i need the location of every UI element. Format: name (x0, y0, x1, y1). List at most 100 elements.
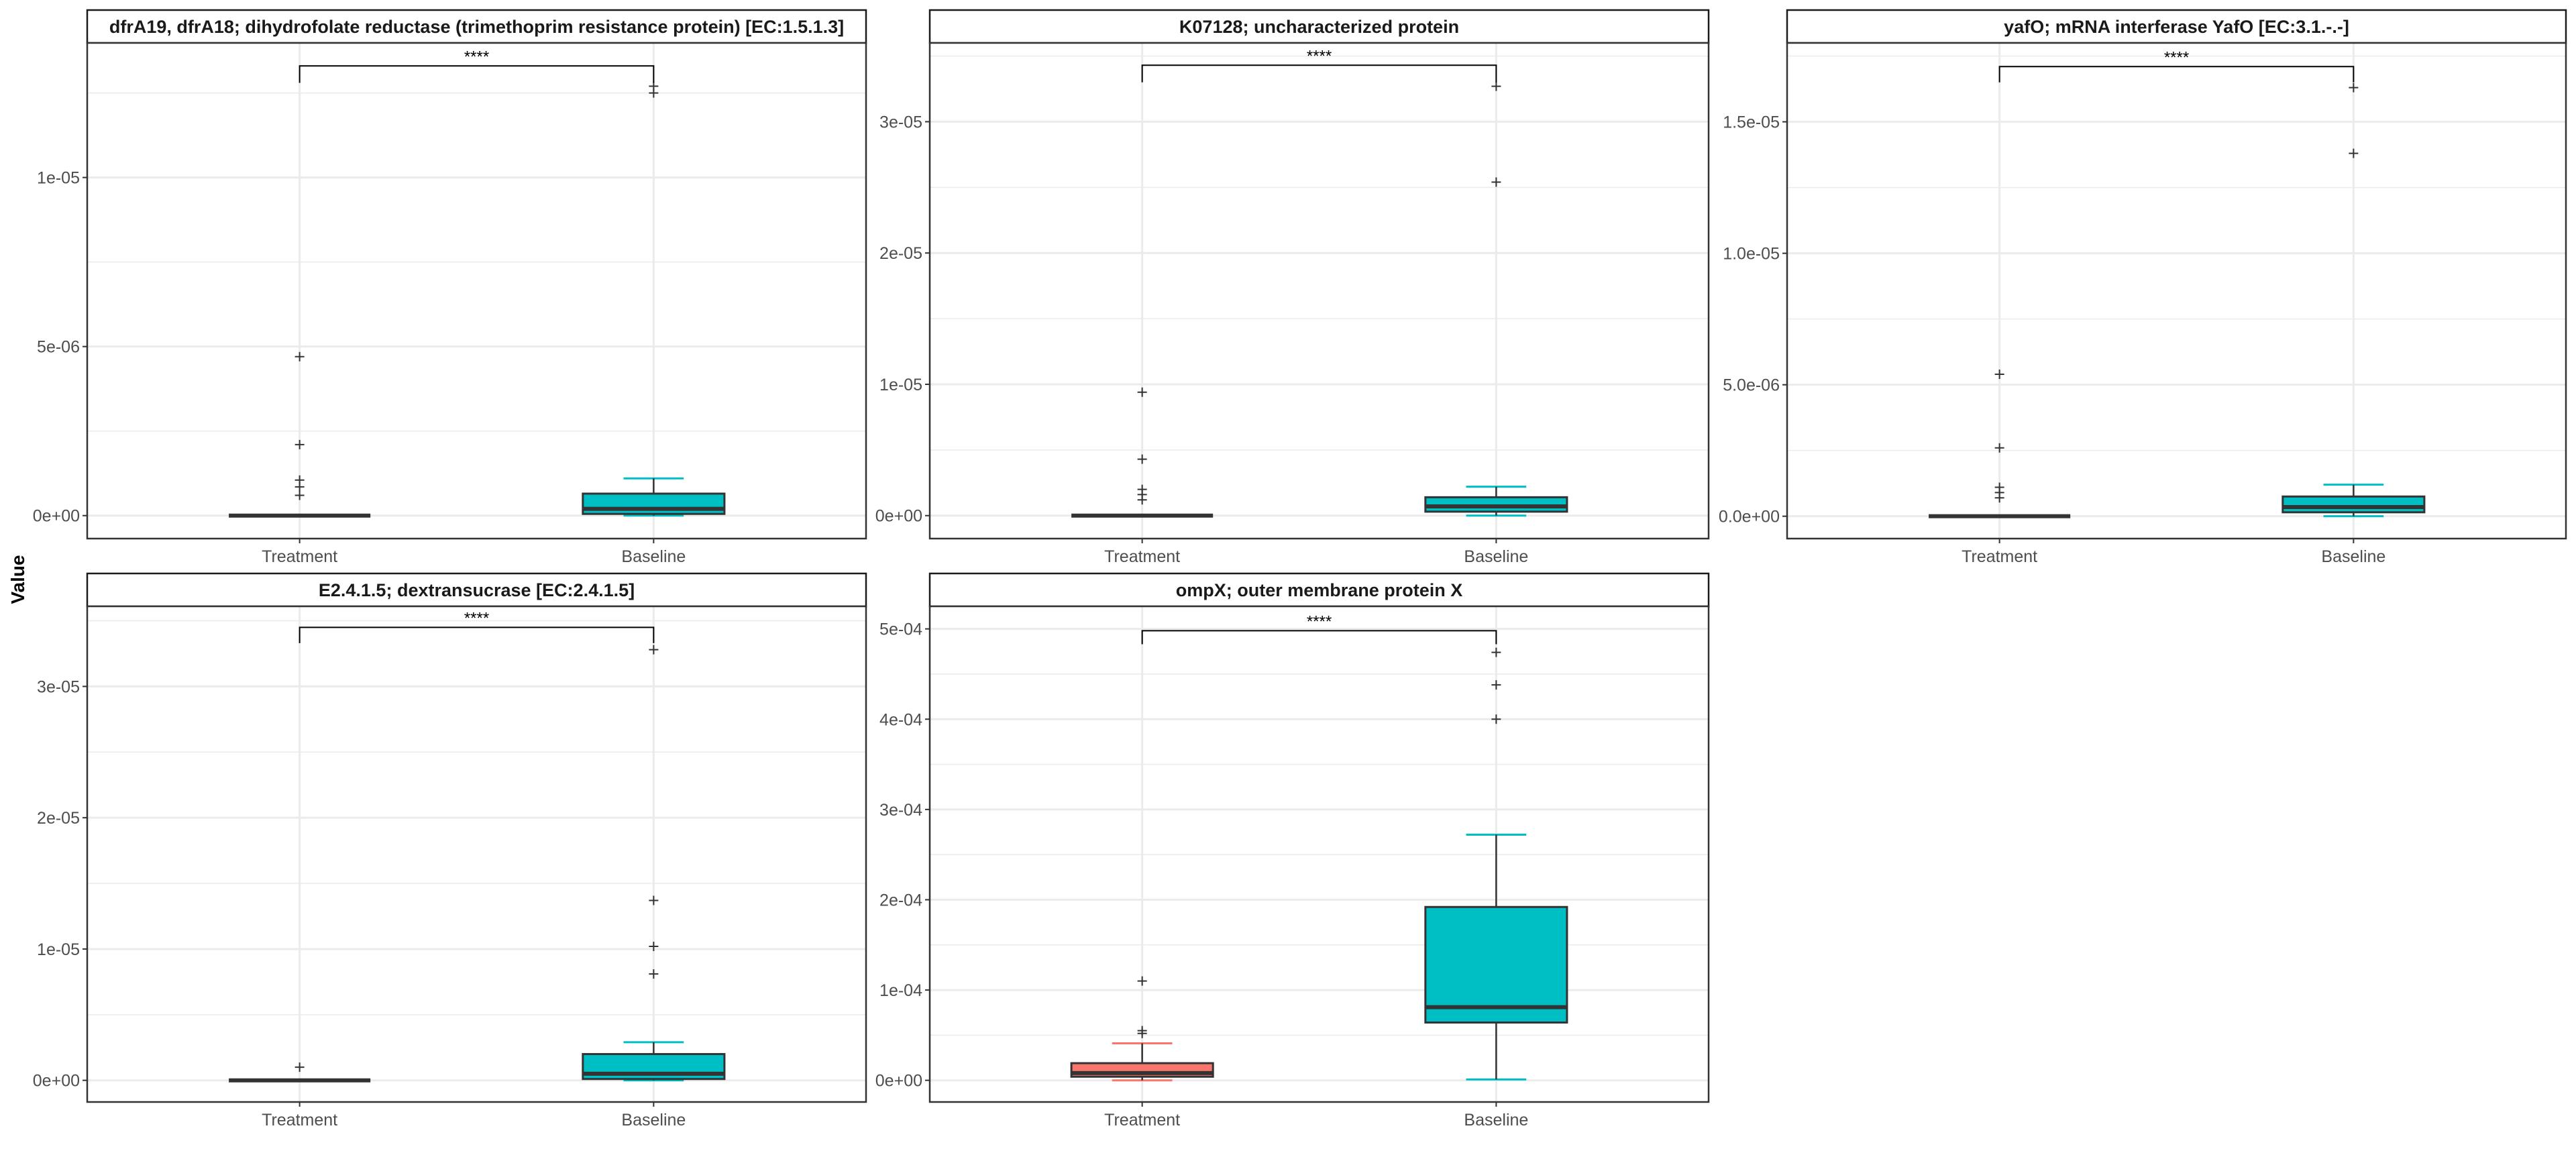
significance-label: **** (464, 609, 489, 627)
x-tick-label: Baseline (1464, 1111, 1528, 1129)
box-treatment (1070, 976, 1214, 1082)
panel-title: E2.4.1.5; dextransucrase [EC:2.4.1.5] (319, 580, 635, 600)
plot-background (1787, 43, 2566, 539)
y-tick-label: 3e-05 (879, 113, 922, 131)
panel-border (86, 605, 867, 1103)
y-tick-label: 4e-04 (879, 710, 922, 729)
box-iqr (1424, 905, 1568, 1024)
y-tick-label: 0e+00 (33, 1072, 80, 1091)
outlier-point (1994, 443, 2004, 453)
outlier-point (1491, 177, 1501, 187)
panel-strip (928, 572, 1710, 608)
y-axis-label: Value (7, 555, 28, 604)
outlier-point (294, 482, 305, 492)
x-tick-label: Treatment (262, 547, 337, 566)
y-tick-label: 2e-05 (879, 244, 922, 263)
outlier-point (1491, 680, 1501, 690)
outlier-point (1137, 454, 1147, 464)
x-tick-label: Treatment (1962, 547, 2037, 566)
panel-strip (86, 572, 867, 608)
outlier-point (1137, 976, 1147, 986)
panel-title: dfrA19, dfrA18; dihydrofolate reductase … (109, 17, 844, 37)
box-baseline (1424, 647, 1568, 1081)
box-treatment (1071, 387, 1214, 518)
x-tick-label: Baseline (621, 1111, 686, 1129)
box-baseline (582, 645, 726, 1082)
significance-label: **** (464, 48, 489, 66)
outlier-point (649, 969, 659, 979)
significance-bracket (299, 626, 655, 643)
outlier-point (649, 942, 659, 952)
y-tick-label: 1e-05 (37, 940, 80, 959)
significance-bracket (1141, 64, 1497, 82)
y-tick-label: 3e-04 (879, 801, 922, 820)
x-tick-label: Treatment (262, 1111, 337, 1129)
panel-strip (1786, 9, 2567, 44)
box-baseline (1424, 81, 1568, 517)
outlier-point (1491, 81, 1501, 91)
x-tick-label: Baseline (2321, 547, 2385, 566)
box-iqr (2282, 495, 2426, 514)
panel-title: K07128; uncharacterized protein (1179, 17, 1459, 37)
outlier-point (294, 351, 305, 362)
box-treatment (229, 351, 371, 518)
y-tick-label: 5e-04 (879, 620, 922, 639)
outlier-point (1994, 493, 2004, 503)
y-tick-label: 0e+00 (33, 507, 80, 526)
significance-bracket (1141, 630, 1497, 645)
x-tick-label: Treatment (1104, 547, 1180, 566)
outlier-point (649, 645, 659, 655)
panel-2: K07128; uncharacterized protein 0e+00 1e-0… (875, 9, 1710, 566)
significance-bracket (299, 65, 655, 83)
panel-strip (86, 9, 867, 44)
panel-border (928, 42, 1710, 540)
x-tick-label: Baseline (621, 547, 686, 566)
plot-background (87, 606, 866, 1102)
panel-1: dfrA19, dfrA18; dihydrofolate reductase … (33, 9, 867, 566)
plot-background (87, 43, 866, 539)
outlier-point (294, 1062, 305, 1072)
panel-title: yafO; mRNA interferase YafO [EC:3.1.-.-] (2004, 17, 2349, 37)
significance-bracket (1998, 66, 2355, 82)
outlier-point (2349, 82, 2359, 93)
y-tick-label: 5.0e-06 (1723, 376, 1780, 395)
y-tick-label: 2e-04 (879, 891, 922, 909)
outlier-point (1994, 369, 2004, 379)
y-tick-label: 3e-05 (37, 677, 80, 696)
outlier-point (294, 439, 305, 449)
outlier-point (1137, 387, 1147, 397)
plot-background (930, 43, 1709, 539)
y-tick-label: 1e-04 (879, 981, 922, 1000)
y-tick-label: 5e-06 (37, 338, 80, 357)
outlier-point (649, 88, 659, 98)
y-tick-label: 1.0e-05 (1723, 245, 1780, 264)
significance-label: **** (1307, 612, 1332, 630)
outlier-point (1137, 1028, 1147, 1038)
panel-strip (928, 9, 1710, 44)
y-tick-label: 1e-05 (879, 376, 922, 394)
y-tick-label: 1e-05 (37, 169, 80, 188)
box-baseline (2282, 82, 2426, 518)
y-tick-label: 0.0e+00 (1719, 508, 1780, 527)
box-treatment (229, 1062, 371, 1083)
outlier-point (1491, 647, 1501, 657)
outlier-point (1491, 714, 1501, 724)
y-tick-label: 0e+00 (875, 1072, 922, 1091)
outlier-point (1137, 495, 1147, 505)
x-tick-label: Baseline (1464, 547, 1528, 566)
y-tick-label: 1.5e-05 (1723, 113, 1780, 132)
box-baseline (582, 81, 726, 517)
panel-border (1786, 42, 2567, 540)
panel-3: yafO; mRNA interferase YafO [EC:3.1.-.-]… (1719, 9, 2567, 566)
panel-border (86, 42, 867, 540)
y-tick-label: 0e+00 (875, 507, 922, 526)
box-iqr (582, 492, 726, 515)
significance-label: **** (2164, 48, 2189, 66)
panel-title: ompX; outer membrane protein X (1176, 580, 1463, 600)
panel-border (928, 605, 1710, 1103)
x-tick-label: Treatment (1104, 1111, 1180, 1129)
panel-5: ompX; outer membrane protein X 0e+00 1e-04… (875, 572, 1710, 1129)
box-treatment (1929, 369, 2071, 518)
outlier-point (649, 895, 659, 905)
